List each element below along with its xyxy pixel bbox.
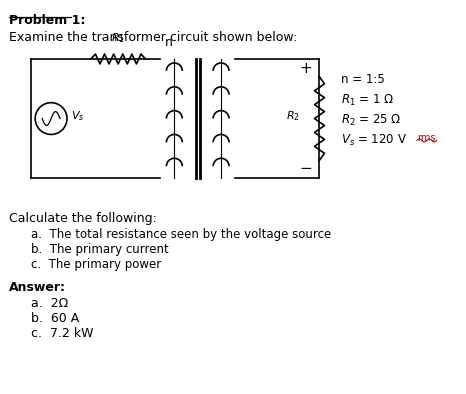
Text: $R_1$ = 1 Ω: $R_1$ = 1 Ω — [342, 93, 394, 108]
Text: −: − — [299, 161, 312, 176]
Text: c.  The primary power: c. The primary power — [31, 258, 161, 271]
Text: $R_2$: $R_2$ — [286, 110, 300, 123]
Text: Examine the transformer circuit shown below:: Examine the transformer circuit shown be… — [9, 31, 298, 44]
Text: a.  The total resistance seen by the voltage source: a. The total resistance seen by the volt… — [31, 228, 331, 241]
Text: Problem 1:: Problem 1: — [9, 14, 86, 27]
Text: rms: rms — [417, 134, 435, 143]
Text: b.  The primary current: b. The primary current — [31, 243, 169, 256]
Text: n: n — [164, 36, 172, 49]
Text: Calculate the following:: Calculate the following: — [9, 212, 157, 225]
Text: b.  60 A: b. 60 A — [31, 312, 80, 325]
Text: $R_2$ = 25 Ω: $R_2$ = 25 Ω — [342, 113, 402, 128]
Text: $R_1$: $R_1$ — [111, 31, 125, 45]
Text: $V_s$ = 120 V: $V_s$ = 120 V — [342, 132, 407, 148]
Text: +: + — [299, 61, 312, 76]
Text: a.  2Ω: a. 2Ω — [31, 297, 69, 310]
Text: c.  7.2 kW: c. 7.2 kW — [31, 327, 94, 340]
Text: Answer:: Answer: — [9, 281, 66, 294]
Text: $V_s$: $V_s$ — [71, 110, 84, 123]
Text: n = 1:5: n = 1:5 — [342, 73, 385, 86]
